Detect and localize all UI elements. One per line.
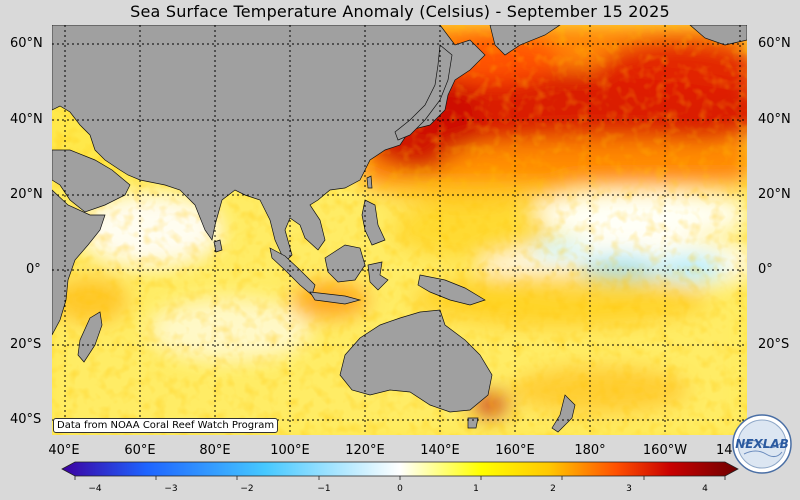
logo-text: NEXLAB [735,437,789,451]
colorbar-tick-minus4: −4 [88,484,102,494]
data-credit: Data from NOAA Coral Reef Watch Program [53,418,279,433]
nexlab-logo-icon: NEXLAB [732,414,792,474]
lon-label-160e: 160°E [495,443,535,458]
lat-label-0-right: 0° [758,262,773,277]
lon-label-180: 180° [574,443,606,458]
colorbar-tick-4: 4 [702,484,708,494]
lon-label-160w: 160°W [642,443,688,458]
lat-label-20n-left: 20°N [10,187,43,202]
lat-label-20s-right: 20°S [758,337,790,352]
colorbar-tick-minus1: −1 [317,484,331,494]
lat-label-40n-right: 40°N [758,112,791,127]
graticule [52,25,747,435]
lon-label-40e: 40°E [48,443,80,458]
lat-label-40s-left: 40°S [10,412,42,427]
map-title: Sea Surface Temperature Anomaly (Celsius… [130,2,670,21]
land-masses [52,25,747,433]
lat-label-20n-right: 20°N [758,187,791,202]
lon-label-100e: 100°E [270,443,310,458]
colorbar [61,461,739,480]
lat-label-0-left: 0° [26,262,41,277]
colorbar-tick-0: 0 [397,484,403,494]
colorbar-tick-minus3: −3 [164,484,178,494]
lon-label-140e: 140°E [420,443,460,458]
lat-label-60n-right: 60°N [758,36,791,51]
lat-label-40n-left: 40°N [10,112,43,127]
colorbar-tick-2: 2 [550,484,556,494]
colorbar-tick-minus2: −2 [240,484,254,494]
lat-label-60n-left: 60°N [10,36,43,51]
colorbar-tick-3: 3 [626,484,632,494]
lon-label-80e: 80°E [199,443,231,458]
colorbar-tick-1: 1 [473,484,479,494]
lon-label-120e: 120°E [345,443,385,458]
lon-label-60e: 60°E [124,443,156,458]
lat-label-20s-left: 20°S [10,337,42,352]
